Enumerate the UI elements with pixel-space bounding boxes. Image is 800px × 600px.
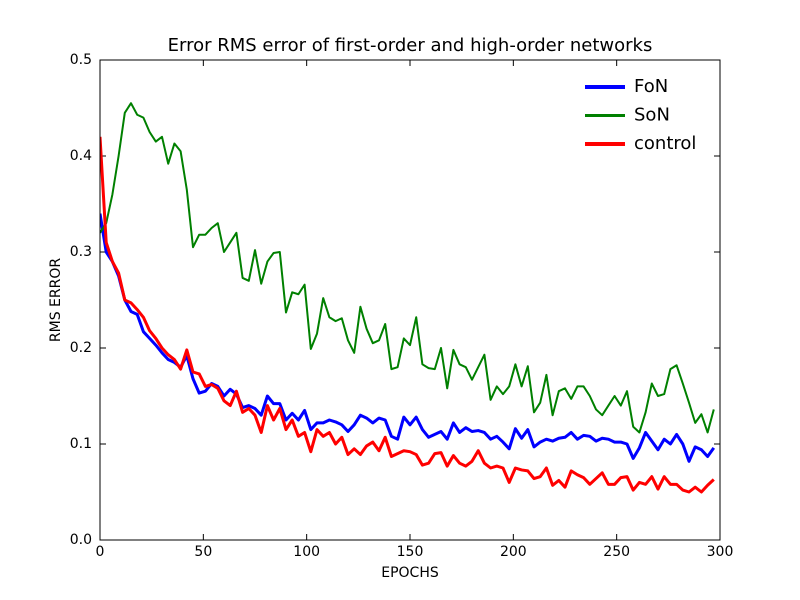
chart-title: Error RMS error of first-order and high-… <box>168 35 653 56</box>
x-tick-label: 100 <box>293 544 320 560</box>
x-tick-label: 200 <box>500 544 527 560</box>
x-tick-label: 300 <box>707 544 734 560</box>
legend-text: SoN <box>634 105 670 126</box>
legend-text: FoN <box>634 76 668 97</box>
legend-text: control <box>634 133 696 154</box>
line-series <box>100 213 716 463</box>
y-tick-label: 0.1 <box>70 436 92 452</box>
y-tick-label: 0.0 <box>70 532 92 548</box>
y-tick-label: 0.4 <box>70 148 92 164</box>
x-tick-label: 250 <box>603 544 630 560</box>
y-tick-label: 0.5 <box>70 52 92 68</box>
y-tick-label: 0.3 <box>70 244 92 260</box>
x-tick-label: 150 <box>397 544 424 560</box>
plot-frame <box>99 59 721 541</box>
line-series <box>100 136 715 494</box>
y-tick-label: 0.2 <box>70 340 92 356</box>
y-axis-label: RMS ERROR <box>48 258 64 342</box>
x-axis-label: EPOCHS <box>381 565 439 581</box>
x-tick-label: 0 <box>96 544 105 560</box>
x-tick-label: 50 <box>194 544 212 560</box>
line-series <box>100 102 715 434</box>
